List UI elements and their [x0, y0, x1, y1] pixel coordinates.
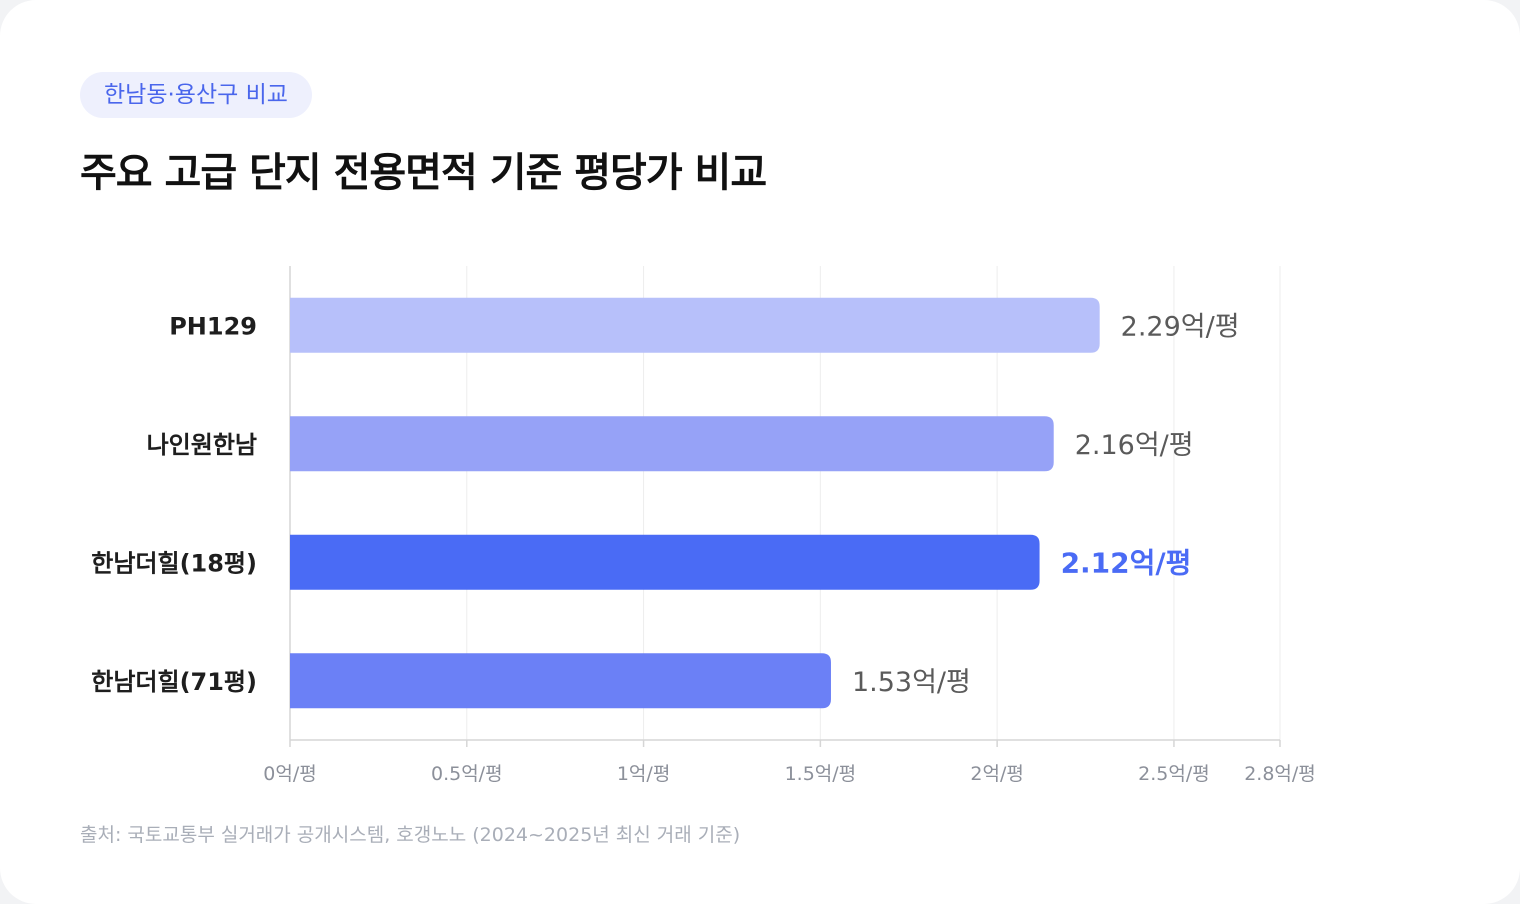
region-badge: 한남동·용산구 비교	[80, 72, 312, 118]
category-label: 한남더힐(71평)	[91, 668, 257, 696]
value-label: 2.12억/평	[1061, 546, 1192, 579]
category-label: 나인원한남	[147, 431, 257, 459]
x-tick-label: 2.8억/평	[1244, 763, 1316, 785]
source-note: 출처: 국토교통부 실거래가 공개시스템, 호갱노노 (2024~2025년 최…	[80, 824, 741, 846]
value-label: 2.16억/평	[1075, 430, 1194, 461]
x-tick-label: 2.5억/평	[1138, 763, 1210, 785]
x-tick-label: 2억/평	[970, 763, 1023, 785]
value-label: 2.29억/평	[1121, 311, 1240, 342]
category-label: PH129	[169, 312, 257, 340]
bar	[290, 416, 1054, 472]
bar	[290, 534, 1040, 590]
x-tick-label: 0.5억/평	[431, 763, 503, 785]
bar	[290, 297, 1100, 353]
category-label: 한남더힐(18평)	[91, 549, 257, 577]
x-tick-label: 1억/평	[617, 763, 670, 785]
x-tick-label: 1.5억/평	[785, 763, 857, 785]
value-label: 1.53억/평	[852, 667, 971, 698]
x-tick-label: 0억/평	[263, 763, 316, 785]
chart-title: 주요 고급 단지 전용면적 기준 평당가 비교	[80, 150, 767, 196]
bar	[290, 653, 831, 709]
